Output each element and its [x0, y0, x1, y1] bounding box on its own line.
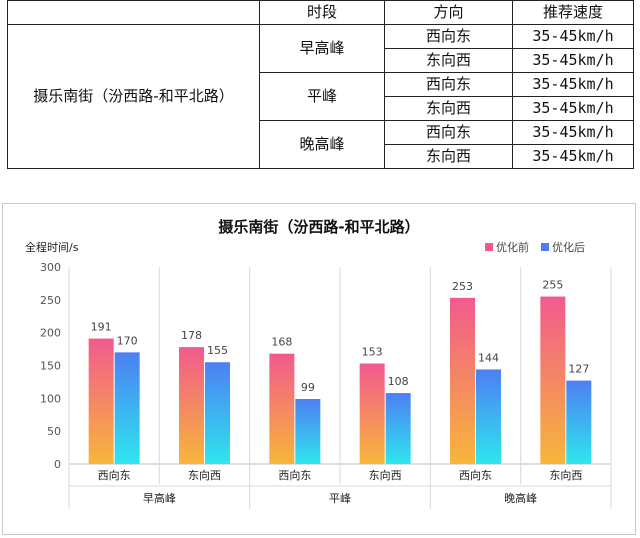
x-tick-label: 东向西 — [188, 468, 221, 482]
legend-label: 优化前 — [496, 240, 529, 254]
axes: 050100150200250300西向东 东向西 西向东 东向西 西向东 东向西早高峰平… — [40, 261, 612, 509]
bar — [205, 362, 230, 464]
bar — [540, 296, 566, 464]
table-header-speed: 推荐速度 — [512, 0, 634, 25]
table-header-direction: 方向 — [384, 0, 513, 25]
bar — [566, 380, 592, 464]
y-tick-label: 0 — [54, 458, 61, 471]
data-label: 108 — [388, 375, 409, 388]
x-tick-label: 东向西 — [549, 468, 582, 482]
legend-label: 优化后 — [552, 240, 585, 254]
table-row: 晚高峰 西向东 35-45km/h — [8, 120, 634, 169]
legend-swatch — [485, 243, 493, 251]
x-tick-label: 东向西 — [369, 468, 402, 482]
speed-cell: 35-45km/h — [512, 72, 634, 97]
bar — [450, 297, 475, 464]
table-header-period: 时段 — [259, 0, 385, 25]
y-tick-label: 150 — [40, 360, 61, 373]
table-header-blank — [7, 0, 260, 25]
bar — [179, 347, 204, 464]
legend-swatch — [541, 243, 549, 251]
table-row: 东向西 35-45km/h — [8, 144, 634, 169]
y-tick-label: 50 — [47, 425, 61, 438]
y-tick-label: 100 — [40, 392, 61, 405]
speed-cell: 35-45km/h — [512, 96, 634, 121]
direction-cell: 东向西 — [384, 48, 513, 73]
bar — [295, 398, 321, 464]
legend: 优化前 优化后 — [485, 240, 585, 254]
chart-title: 摄乐南街（汾西路-和平北路） — [218, 218, 419, 236]
table-header-row: 时段 方向 推荐速度 — [7, 0, 634, 25]
chart-frame: 摄乐南街（汾西路-和平北路） 全程时间/s 优化前 优化后 0 50 100 150 20… — [2, 203, 636, 535]
y-axis-label: 全程时间/s — [25, 240, 79, 254]
x-tick-label: 西向东 — [98, 468, 131, 482]
bar — [88, 338, 114, 464]
direction-cell: 东向西 — [384, 144, 513, 169]
y-tick-label: 300 — [40, 261, 61, 274]
speed-cell: 35-45km/h — [512, 144, 634, 169]
group-label: 晚高峰 — [504, 491, 537, 505]
x-tick-label: 西向东 — [278, 468, 311, 482]
data-label: 127 — [568, 363, 589, 376]
speed-cell: 35-45km/h — [512, 24, 634, 49]
data-label: 170 — [117, 334, 138, 347]
data-label: 144 — [478, 351, 499, 364]
speed-cell: 35-45km/h — [512, 48, 634, 73]
group-label: 早高峰 — [143, 491, 176, 505]
period-cell: 晚高峰 — [259, 120, 385, 169]
bar — [476, 369, 501, 464]
data-label: 168 — [271, 336, 292, 349]
data-label: 253 — [452, 280, 473, 293]
bar — [385, 393, 411, 464]
table-row: 东向西 35-45km/h — [8, 96, 634, 121]
speed-cell: 35-45km/h — [512, 120, 634, 145]
speed-table: 时段 方向 推荐速度 摄乐南街（汾西路-和平北路） 早高峰 西向东 35-45k… — [7, 0, 634, 169]
data-label: 99 — [301, 381, 315, 394]
table-row: 摄乐南街（汾西路-和平北路） 早高峰 西向东 35-45km/h — [7, 24, 634, 169]
y-tick-label: 200 — [40, 327, 61, 340]
bar — [114, 352, 140, 464]
direction-cell: 西向东 — [384, 24, 513, 49]
direction-cell: 东向西 — [384, 96, 513, 121]
travel-time-chart: 摄乐南街（汾西路-和平北路） 全程时间/s 优化前 优化后 0 50 100 150 20… — [25, 218, 612, 509]
x-tick-label: 西向东 — [459, 468, 492, 482]
direction-cell: 西向东 — [384, 72, 513, 97]
period-cell: 平峰 — [259, 72, 385, 121]
data-label: 255 — [542, 279, 563, 292]
bar — [359, 363, 385, 464]
data-label: 191 — [91, 321, 112, 334]
data-label: 178 — [181, 329, 202, 342]
bar — [269, 353, 295, 464]
direction-cell: 西向东 — [384, 120, 513, 145]
y-tick-label: 250 — [40, 294, 61, 307]
table-row: 东向西 35-45km/h — [8, 48, 634, 73]
group-label: 平峰 — [329, 492, 351, 505]
bars: 191 170 178 155 168 99 153 108 253 144 255 127 — [88, 279, 592, 464]
road-name-cell: 摄乐南街（汾西路-和平北路） — [7, 24, 260, 169]
data-label: 155 — [207, 344, 228, 357]
period-cell: 早高峰 — [259, 24, 385, 73]
data-label: 153 — [362, 346, 383, 359]
